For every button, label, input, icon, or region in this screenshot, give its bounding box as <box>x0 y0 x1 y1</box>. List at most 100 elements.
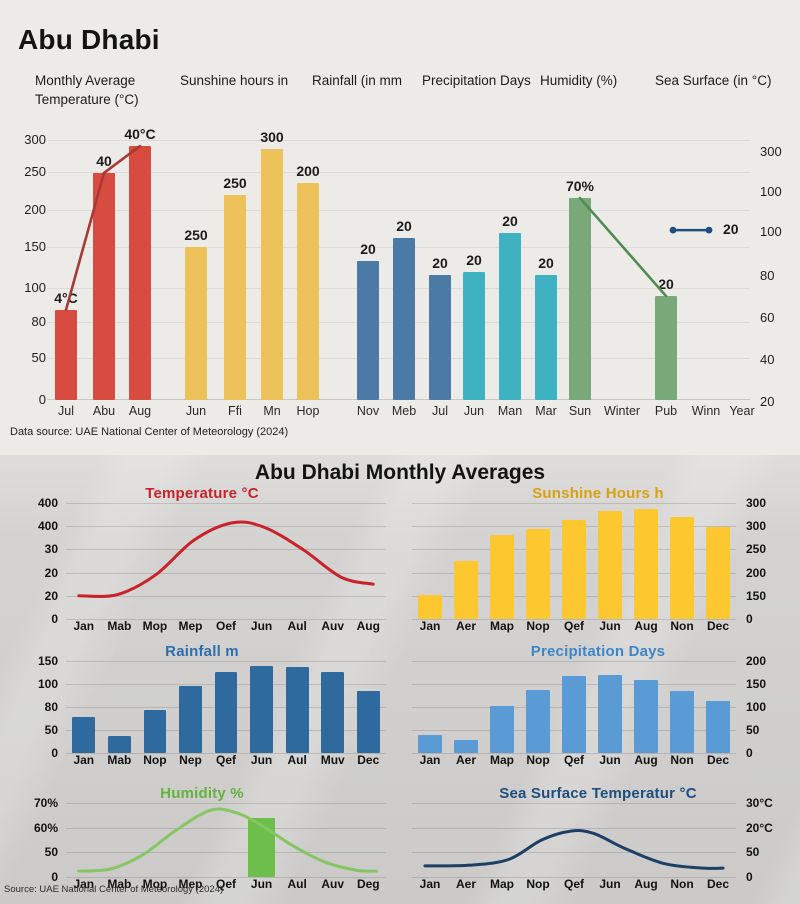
x-tick-label: Map <box>490 619 514 633</box>
rainfall-bar <box>393 237 415 400</box>
sunshine-bar <box>297 183 319 400</box>
x-tick-label: Jan <box>73 753 95 767</box>
y-tick-label: 0 <box>51 746 58 760</box>
bars <box>66 661 386 753</box>
bar-slot <box>66 661 102 753</box>
x-tick-label: Nop <box>526 877 550 891</box>
precipitation-bar <box>418 734 442 753</box>
x-tick-label: Qef <box>216 877 237 891</box>
y-tick-label: 0 <box>746 612 753 626</box>
bar-slot <box>556 503 592 619</box>
x-tick-label: Map <box>490 753 514 767</box>
x-tick-label: Mab <box>107 753 132 767</box>
sunshine-bar <box>418 594 442 619</box>
gridline <box>66 619 386 620</box>
x-tick-label: Hop <box>296 404 320 418</box>
x-tick-label: Jan <box>73 619 95 633</box>
x-tick-label: Mn <box>263 404 281 418</box>
value-label: 40°C <box>124 126 156 143</box>
sunshine-bar <box>261 148 283 400</box>
gridline <box>412 753 736 754</box>
mini-chart-sunshine: Sunshine Hours h 300 300 250 200 150 0 Jan Aer… <box>412 485 784 637</box>
x-tick-label: Jun <box>599 753 621 767</box>
x-tick-label: Qef <box>563 619 584 633</box>
y-tick-label: 200 <box>24 202 46 217</box>
x-tick-label: Nep <box>179 753 202 767</box>
precipitation-days-bar <box>499 232 521 400</box>
gridline <box>66 503 386 504</box>
value-label: 250 <box>184 226 208 243</box>
bar-slot <box>556 661 592 753</box>
x-tick-label: Meb <box>391 404 417 418</box>
x-tick-label: Mep <box>178 877 203 891</box>
bar-slot <box>173 661 209 753</box>
x-tick-label: Jun <box>599 877 621 891</box>
x-tick-label: Oef <box>216 619 237 633</box>
y-tick-label: 0 <box>38 392 46 407</box>
y-tick-label: 400 <box>37 496 58 510</box>
bar-slot <box>628 503 664 619</box>
rainfall-bar <box>143 709 167 753</box>
x-tick-label: Aul <box>287 877 307 891</box>
x-tick-label: Dec <box>357 753 380 767</box>
header-sunshine: Sunshine hours in <box>180 73 289 88</box>
y-tick-label: 150 <box>746 588 767 603</box>
gridline <box>66 827 386 829</box>
x-tick-label: Map <box>490 877 514 891</box>
bar-slot <box>448 503 484 619</box>
gridline <box>47 210 750 211</box>
x-tick-label: Auv <box>321 877 345 891</box>
x-tick-label: Jun <box>185 404 207 418</box>
bars <box>412 661 736 753</box>
humidity-bar <box>655 296 677 400</box>
x-tick-label: Jun <box>599 619 621 633</box>
x-tick-label: Winter <box>603 404 641 418</box>
y-tick-label: 50 <box>746 845 760 860</box>
value-label: 70% <box>565 178 595 195</box>
top-right-axis: 300 100 100 80 60 40 20 <box>760 133 798 413</box>
x-tick-label: Mop <box>142 619 168 633</box>
mini-chart-rainfall: Rainfall m 150 100 80 50 0 Jan Mab Nop Nep Qef Ju… <box>18 643 386 771</box>
y-tick-label: 300 <box>760 144 782 159</box>
curve-path <box>79 522 373 597</box>
value-label: 20 <box>466 251 482 268</box>
x-tick-label: Aug <box>634 619 658 633</box>
precipitation-bar <box>490 706 514 753</box>
x-tick-label: Non <box>670 619 694 633</box>
y-tick-label: 150 <box>24 239 46 254</box>
line-endpoint-dot <box>669 226 677 234</box>
y-axis: 200 150 100 50 0 <box>736 654 784 760</box>
value-label: 20 <box>432 255 448 272</box>
y-tick-label: 300 <box>746 496 767 510</box>
x-tick-label: Mab <box>107 619 132 633</box>
gridline <box>47 172 750 173</box>
data-source-note: Data source: UAE National Center of Mete… <box>10 426 289 438</box>
top-plot-area: Jul 4°C Abu 40 Aug 40°C Jun 250 Ffi 250 Mn 300 Hop 20… <box>47 126 755 418</box>
x-tick-label: Jan <box>73 877 95 891</box>
y-tick-label: 300 <box>24 132 46 147</box>
y-tick-label: 0 <box>746 746 753 760</box>
line-endpoint-dot <box>705 226 713 234</box>
gridline <box>66 877 386 878</box>
bar-slot <box>279 661 315 753</box>
bar-slot <box>664 661 700 753</box>
x-tick-label: Aer <box>455 877 476 891</box>
x-axis: Jan Mab Nop Nep Qef Jun Aul Muv Dec <box>66 753 386 771</box>
y-tick-label: 100 <box>746 700 767 714</box>
x-tick-label: Winn <box>691 404 721 418</box>
header-sea-surface: Sea Surface (in °C) <box>655 73 772 88</box>
rainfall-bar <box>356 691 380 753</box>
y-tick-label: 300 <box>746 519 767 534</box>
plot-area <box>412 661 736 754</box>
value-label: 200 <box>296 163 320 180</box>
value-label: 20 <box>396 217 412 234</box>
temperature-trend-line <box>64 144 142 312</box>
gridline <box>66 803 386 804</box>
gridline <box>412 852 736 854</box>
gridline <box>66 595 386 597</box>
mini-title: Temperature °C <box>145 485 259 502</box>
bar-slot <box>592 661 628 753</box>
x-tick-label: Jan <box>419 753 441 767</box>
plot-area <box>66 503 386 620</box>
humidity-curve <box>66 803 386 877</box>
